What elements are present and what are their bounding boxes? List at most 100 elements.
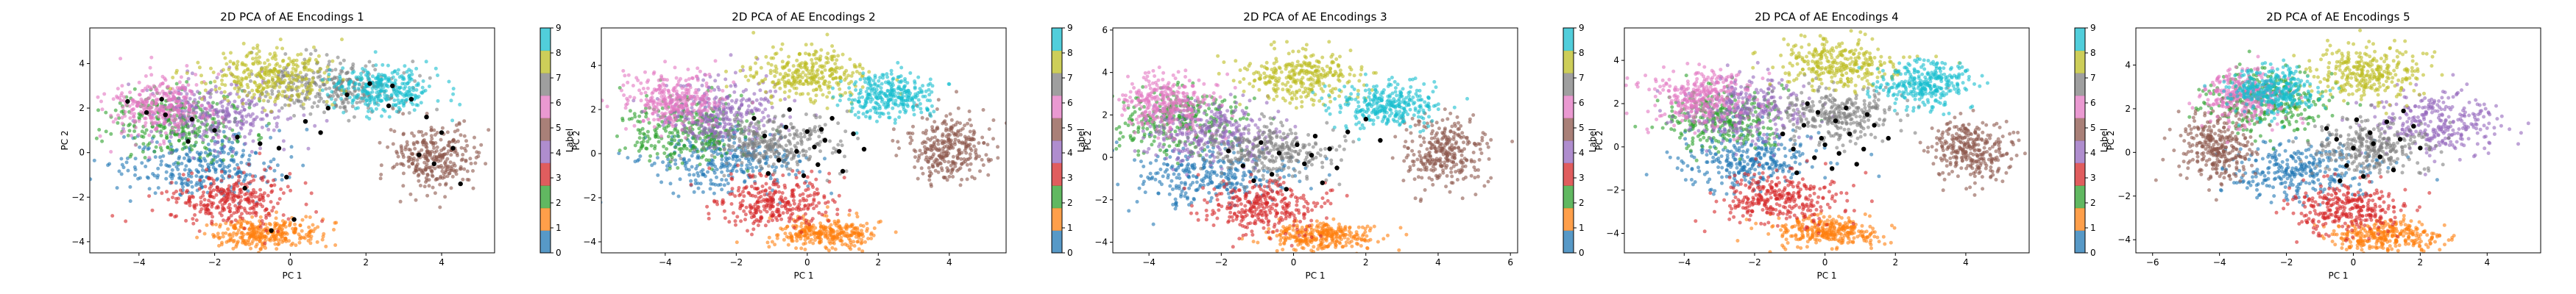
point-label-2: [665, 154, 669, 159]
point-label-1: [311, 223, 315, 227]
point-label-5: [465, 169, 470, 173]
point-label-2: [641, 139, 645, 143]
point-label-0: [146, 158, 150, 162]
point-label-9: [333, 101, 336, 105]
point-label-2: [628, 109, 632, 113]
point-label-3: [197, 187, 202, 191]
point-label-3: [272, 178, 275, 182]
point-label-3: [304, 202, 308, 207]
point-label-5: [963, 123, 967, 128]
point-label-8: [271, 81, 275, 85]
point-label-0: [301, 163, 305, 168]
point-label-6: [621, 83, 626, 87]
point-label-0: [153, 191, 158, 196]
point-label-9: [396, 68, 400, 72]
highlight-point: [302, 119, 308, 124]
point-label-5: [379, 163, 383, 168]
point-label-9: [393, 78, 397, 82]
point-label-3: [773, 178, 777, 182]
point-label-0: [147, 187, 152, 191]
point-label-2: [141, 135, 146, 139]
point-label-3: [252, 204, 256, 209]
point-label-8: [266, 92, 270, 96]
point-label-9: [339, 96, 343, 101]
point-label-3: [799, 207, 803, 212]
point-label-4: [723, 135, 728, 139]
point-label-9: [409, 93, 413, 97]
point-label-3: [771, 182, 776, 187]
point-label-5: [462, 134, 467, 138]
point-label-5: [474, 156, 478, 159]
point-label-7: [345, 71, 349, 75]
point-label-4: [719, 130, 723, 135]
point-label-5: [459, 146, 464, 150]
point-label-3: [728, 192, 732, 196]
point-label-4: [705, 131, 710, 135]
point-label-2: [205, 135, 209, 139]
point-label-4: [738, 113, 743, 117]
point-label-2: [104, 129, 108, 134]
point-label-1: [835, 223, 839, 228]
point-label-8: [267, 62, 272, 67]
point-label-4: [710, 118, 714, 123]
point-label-4: [225, 136, 229, 140]
point-label-3: [260, 219, 264, 223]
point-label-3: [234, 182, 238, 186]
point-label-3: [188, 195, 191, 199]
point-label-2: [644, 112, 648, 116]
colorbar-tick-label: 6: [556, 98, 562, 108]
point-label-5: [944, 129, 948, 133]
point-label-1: [218, 225, 222, 229]
point-label-9: [353, 81, 358, 85]
point-label-4: [188, 96, 192, 101]
point-label-5: [981, 108, 986, 112]
point-label-3: [171, 196, 174, 200]
point-label-2: [645, 129, 650, 134]
point-label-8: [325, 65, 330, 69]
point-label-3: [820, 212, 824, 217]
point-label-6: [177, 135, 182, 139]
point-label-4: [713, 79, 718, 83]
point-label-3: [199, 200, 203, 204]
point-label-8: [236, 60, 240, 64]
point-label-2: [639, 146, 643, 151]
point-label-3: [783, 196, 788, 201]
point-label-1: [860, 249, 865, 253]
point-label-5: [405, 140, 409, 144]
point-label-3: [266, 193, 270, 198]
point-label-7: [352, 115, 356, 119]
point-label-0: [164, 176, 169, 181]
point-label-0: [751, 169, 755, 173]
point-label-2: [679, 150, 683, 154]
point-label-0: [133, 173, 137, 177]
point-label-3: [707, 216, 711, 220]
point-label-6: [157, 115, 161, 119]
point-label-0: [678, 177, 682, 182]
point-label-8: [236, 78, 241, 82]
point-label-2: [635, 140, 640, 145]
point-label-0: [720, 170, 724, 174]
point-label-0: [106, 163, 110, 168]
point-label-8: [306, 62, 311, 66]
point-label-3: [802, 207, 806, 211]
colorbar-tick-label: 4: [556, 148, 562, 158]
point-label-1: [824, 214, 829, 218]
point-label-2: [194, 130, 198, 135]
point-label-9: [373, 50, 378, 54]
point-label-1: [795, 239, 799, 243]
point-label-0: [728, 163, 732, 167]
point-label-5: [421, 133, 425, 137]
point-label-6: [210, 121, 215, 125]
point-label-4: [788, 115, 793, 119]
highlight-point: [276, 146, 282, 151]
point-label-0: [673, 162, 678, 166]
point-label-0: [115, 186, 119, 190]
point-label-3: [775, 207, 779, 212]
point-label-8: [249, 69, 253, 74]
point-label-4: [222, 144, 227, 148]
point-label-1: [783, 232, 788, 236]
point-label-3: [232, 186, 236, 190]
point-label-9: [347, 96, 352, 100]
point-label-9: [392, 98, 397, 102]
point-label-3: [246, 196, 250, 200]
